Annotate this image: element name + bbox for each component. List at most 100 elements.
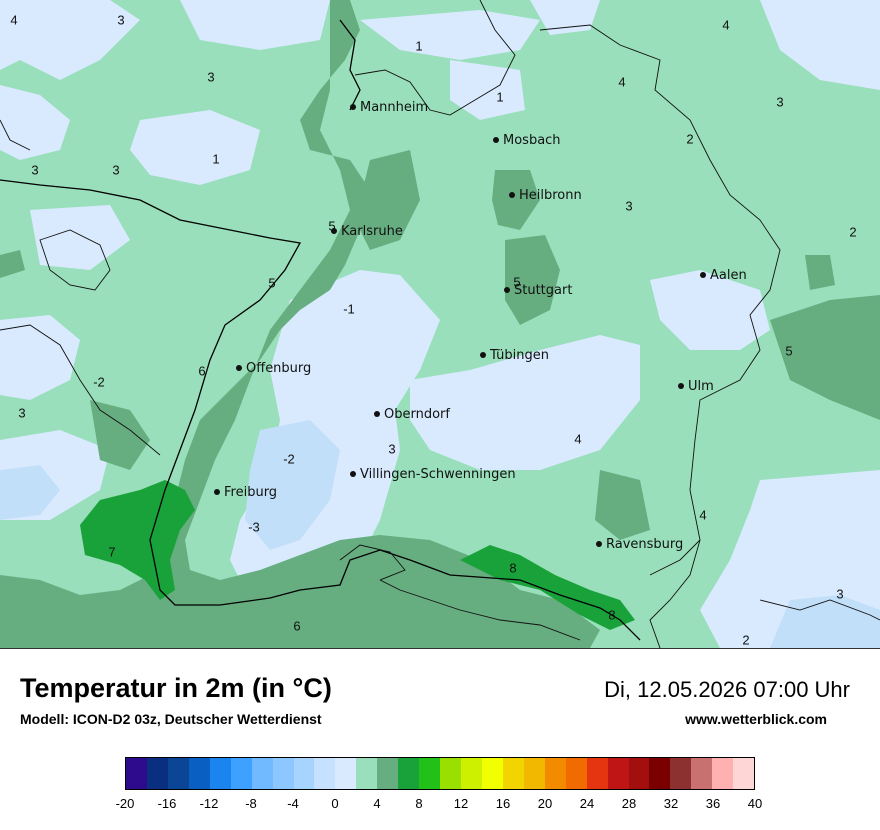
legend-tick-label: -20 <box>115 796 135 811</box>
legend-color-cell <box>628 758 650 789</box>
legend-color-cell <box>356 758 378 789</box>
legend-color-cell <box>544 758 566 789</box>
legend-color-cell <box>188 758 210 789</box>
legend-color-cell <box>314 758 336 789</box>
warm-areas <box>0 0 880 648</box>
temperature-value: 1 <box>415 38 423 54</box>
legend-color-cell <box>126 758 147 789</box>
model-info: Modell: ICON-D2 03z, Deutscher Wetterdie… <box>20 711 322 727</box>
temperature-value: 5 <box>785 343 793 359</box>
temperature-value: 2 <box>686 131 694 147</box>
temperature-value: 6 <box>198 363 206 379</box>
temperature-value: 5 <box>328 218 336 234</box>
legend-color-cell <box>419 758 441 789</box>
legend-tick-label: 32 <box>663 796 679 811</box>
city-dot-icon <box>509 192 515 198</box>
city-marker[interactable]: Villingen-Schwenningen <box>350 468 516 482</box>
legend-tick-label: 36 <box>705 796 721 811</box>
temperature-value: 8 <box>509 560 517 576</box>
legend-color-cell <box>670 758 692 789</box>
website-link[interactable]: www.wetterblick.com <box>685 711 827 727</box>
legend-tick-label: 0 <box>331 796 339 811</box>
city-name: Stuttgart <box>514 283 573 298</box>
legend-color-cell <box>251 758 273 789</box>
city-marker[interactable]: Ulm <box>678 380 714 394</box>
city-dot-icon <box>493 137 499 143</box>
legend-tick-label: 16 <box>495 796 511 811</box>
temperature-value: 7 <box>108 544 116 560</box>
legend-color-cell <box>209 758 231 789</box>
city-marker[interactable]: Oberndorf <box>374 407 450 422</box>
legend-color-cell <box>691 758 713 789</box>
city-name: Offenburg <box>246 361 312 376</box>
map-title: Temperatur in 2m (in °C) <box>20 673 332 703</box>
legend-color-cell <box>146 758 168 789</box>
legend-color-cell <box>649 758 671 789</box>
city-name: Oberndorf <box>384 407 450 422</box>
city-marker[interactable]: Mosbach <box>493 133 561 148</box>
temperature-value: 3 <box>112 162 120 178</box>
color-legend <box>125 757 755 790</box>
legend-color-cell <box>733 758 755 789</box>
city-marker[interactable]: Heilbronn <box>509 188 582 203</box>
city-marker[interactable]: Aalen <box>700 269 747 283</box>
legend-tick-label: 28 <box>621 796 637 811</box>
temperature-value: 3 <box>207 69 215 85</box>
city-dot-icon <box>214 489 220 495</box>
city-dot-icon <box>596 541 602 547</box>
city-marker[interactable]: Mannheim <box>350 100 429 115</box>
map-fields <box>0 0 880 648</box>
legend-color-cell <box>461 758 482 789</box>
city-name: Heilbronn <box>519 188 582 203</box>
legend-color-cell <box>230 758 252 789</box>
city-dot-icon <box>331 228 337 234</box>
city-name: Freiburg <box>224 485 278 500</box>
cold-areas <box>0 0 880 648</box>
city-marker[interactable]: Stuttgart <box>504 283 573 298</box>
temperature-map[interactable]: 4 3 1 4 3 4 1 3 2 1 3 3 3 2 5 5 5 -1 5 6 -2 3 3 4 -2 4 -3 7 8 8 3 6 2 Ma… <box>0 0 880 649</box>
temperature-value: 6 <box>293 618 301 634</box>
legend-tick-label: 24 <box>579 796 595 811</box>
legend-tick-label: 4 <box>373 796 381 811</box>
temperature-value: 4 <box>618 74 626 90</box>
city-name: Ravensburg <box>606 537 684 552</box>
city-marker[interactable]: Freiburg <box>214 485 278 500</box>
legend-tick-label: -4 <box>287 796 299 811</box>
city-dot-icon <box>350 471 356 477</box>
colder-areas <box>0 420 880 648</box>
temperature-value: 4 <box>699 507 707 523</box>
legend-color-cell <box>293 758 315 789</box>
legend-tick-label: 20 <box>537 796 553 811</box>
temperature-value: 4 <box>10 12 18 28</box>
city-marker[interactable]: Tübingen <box>480 349 549 363</box>
legend-color-cell <box>502 758 524 789</box>
temperature-value: 3 <box>31 162 39 178</box>
legend-color-cell <box>377 758 399 789</box>
temperature-value: 1 <box>496 89 504 105</box>
city-name: Mannheim <box>360 100 429 115</box>
temperature-value: -2 <box>283 451 295 467</box>
legend-color-cell <box>586 758 608 789</box>
temperature-value: 1 <box>212 151 220 167</box>
temperature-value: 5 <box>268 275 276 291</box>
city-dot-icon <box>678 383 684 389</box>
temperature-value: -2 <box>93 374 105 390</box>
legend-color-cell <box>712 758 734 789</box>
temperature-value: 2 <box>742 632 750 648</box>
temperature-value: 2 <box>849 224 857 240</box>
city-dot-icon <box>350 104 356 110</box>
city-marker[interactable]: Karlsruhe <box>331 224 403 239</box>
legend-color-cell <box>523 758 545 789</box>
legend-color-cell <box>272 758 294 789</box>
city-dot-icon <box>700 272 706 278</box>
state-borders <box>0 0 880 648</box>
legend-tick-label: 8 <box>415 796 423 811</box>
city-marker[interactable]: Ravensburg <box>596 537 684 552</box>
city-name: Mosbach <box>503 133 561 148</box>
legend-tick-label: -12 <box>199 796 219 811</box>
city-marker[interactable]: Offenburg <box>236 361 312 376</box>
city-name: Karlsruhe <box>341 224 403 239</box>
temperature-value: 8 <box>608 607 616 623</box>
city-dot-icon <box>236 365 242 371</box>
